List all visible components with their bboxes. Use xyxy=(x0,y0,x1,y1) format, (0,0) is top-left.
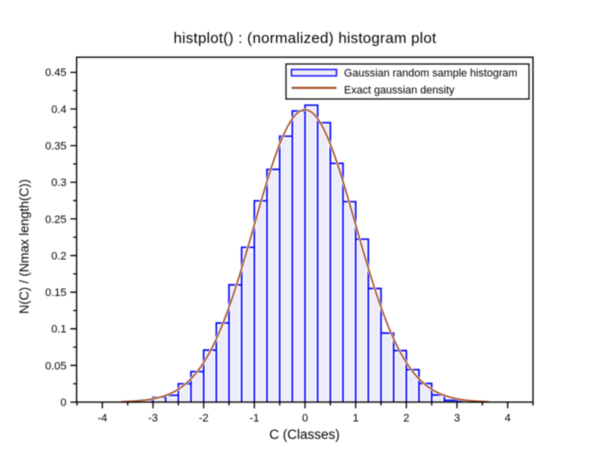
svg-text:N(C) / (Nmax length(C)): N(C) / (Nmax length(C)) xyxy=(18,179,32,314)
svg-text:0: 0 xyxy=(60,397,66,409)
svg-text:-1: -1 xyxy=(249,413,259,425)
svg-text:0.3: 0.3 xyxy=(51,177,66,189)
svg-text:4: 4 xyxy=(505,413,511,425)
svg-text:-4: -4 xyxy=(97,413,107,425)
svg-text:Gaussian random sample histogr: Gaussian random sample histogram xyxy=(344,68,517,80)
svg-text:2: 2 xyxy=(403,413,409,425)
svg-text:0.05: 0.05 xyxy=(45,360,66,372)
svg-text:0.1: 0.1 xyxy=(51,324,66,336)
svg-text:0: 0 xyxy=(302,413,308,425)
svg-text:0.4: 0.4 xyxy=(51,104,66,116)
svg-text:C (Classes): C (Classes) xyxy=(269,427,340,442)
svg-text:0.25: 0.25 xyxy=(45,214,66,226)
svg-text:3: 3 xyxy=(454,413,460,425)
svg-text:0.35: 0.35 xyxy=(45,141,66,153)
svg-text:-2: -2 xyxy=(199,413,209,425)
svg-text:-3: -3 xyxy=(148,413,158,425)
svg-text:0.15: 0.15 xyxy=(45,287,66,299)
svg-text:histplot() : (normalized) hist: histplot() : (normalized) histogram plot xyxy=(174,30,438,47)
svg-text:0.45: 0.45 xyxy=(45,67,66,79)
svg-text:Exact gaussian density: Exact gaussian density xyxy=(344,85,455,97)
svg-text:0.2: 0.2 xyxy=(51,250,66,262)
svg-text:1: 1 xyxy=(353,413,359,425)
